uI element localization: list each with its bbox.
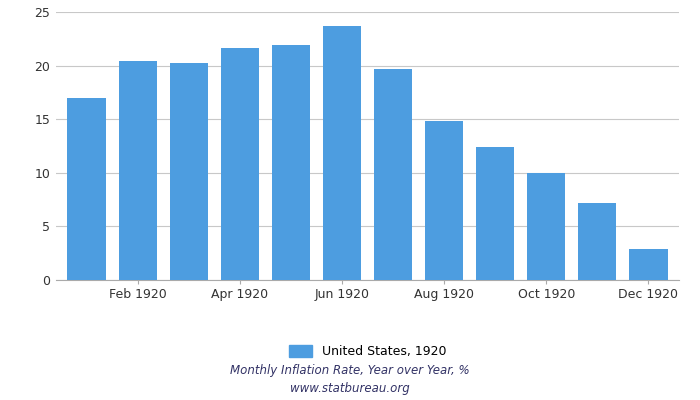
Bar [272,45,310,280]
Text: www.statbureau.org: www.statbureau.org [290,382,410,395]
Text: Monthly Inflation Rate, Year over Year, %: Monthly Inflation Rate, Year over Year, … [230,364,470,377]
Bar [323,26,361,280]
Bar [476,147,514,280]
Bar [169,64,208,280]
Bar [527,173,566,280]
Bar [374,69,412,280]
Bar [118,61,157,280]
Bar [220,48,259,280]
Bar [578,203,617,280]
Bar [629,249,668,280]
Legend: United States, 1920: United States, 1920 [289,345,446,358]
Bar [425,121,463,280]
Bar [67,98,106,280]
